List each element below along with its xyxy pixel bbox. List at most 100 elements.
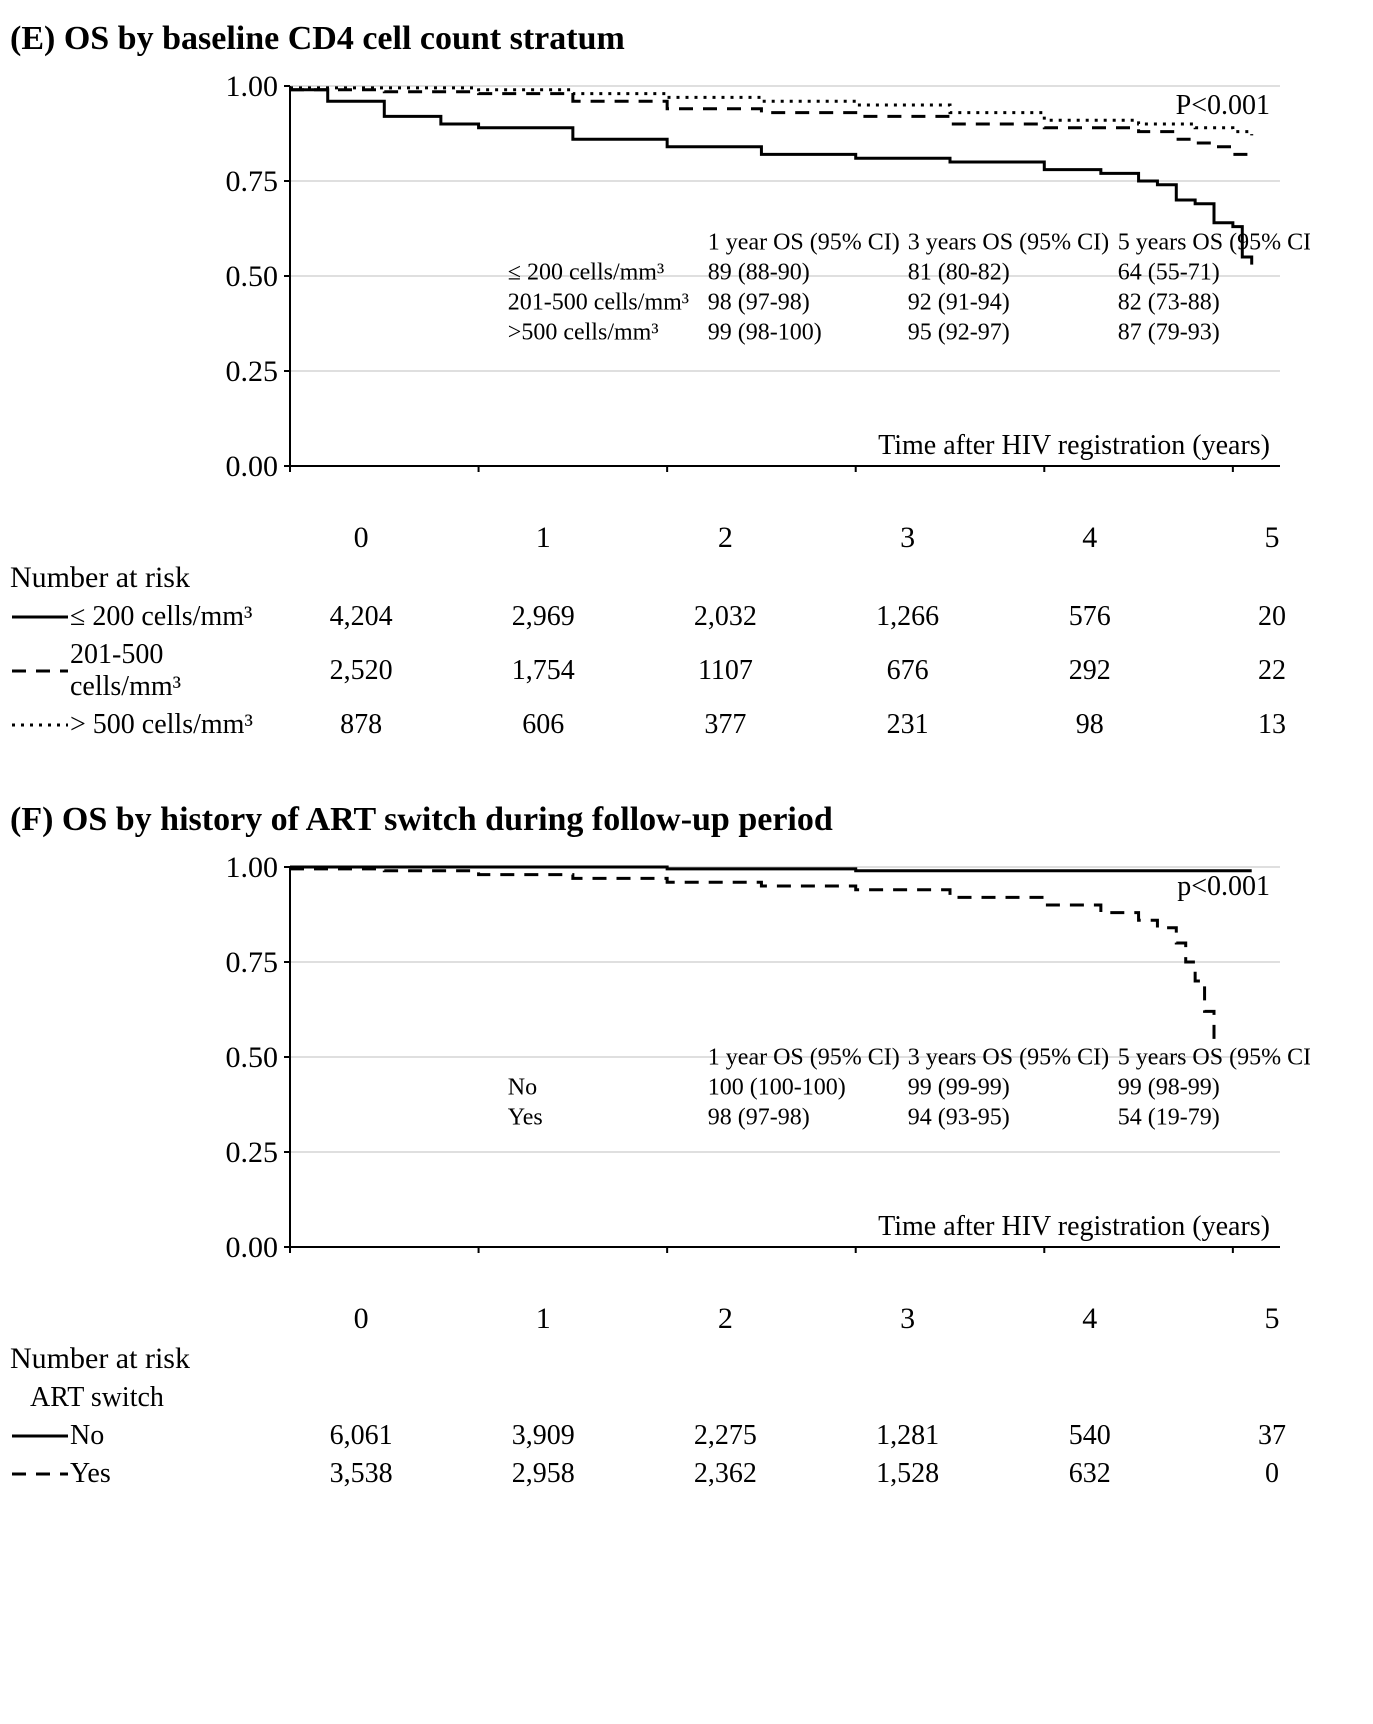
svg-text:5 years OS (95% CI): 5 years OS (95% CI) [1118, 1045, 1310, 1071]
risk-value: 2,958 [452, 1458, 634, 1490]
risk-row-label-text: No [70, 1420, 104, 1452]
svg-text:94 (93-95): 94 (93-95) [908, 1105, 1010, 1131]
svg-text:Yes: Yes [508, 1105, 543, 1131]
risk-row-label-text: ≤ 200 cells/mm³ [70, 601, 252, 633]
risk-row: > 500 cells/mm³ 8786063772319813 [10, 709, 1363, 741]
tick-label: 3 [817, 1302, 999, 1336]
tick-label: 0 [270, 521, 452, 555]
svg-text:Time after HIV registration (y: Time after HIV registration (years) [878, 430, 1270, 461]
risk-value: 1,754 [452, 655, 634, 687]
risk-row-values: 4,2042,9692,0321,26657620 [270, 601, 1363, 633]
line-style-icon [10, 1464, 70, 1484]
panel-e-title: (E) OS by baseline CD4 cell count stratu… [10, 20, 1363, 58]
risk-value: 878 [270, 709, 452, 741]
svg-text:P<0.001: P<0.001 [1176, 90, 1270, 121]
risk-value: 1,528 [817, 1458, 999, 1490]
risk-row: Yes3,5382,9582,3621,5286320 [10, 1458, 1363, 1490]
svg-text:201-500 cells/mm³: 201-500 cells/mm³ [508, 289, 689, 315]
panel-e-letter: (E) [10, 20, 55, 57]
panel-f: (F) OS by history of ART switch during f… [10, 801, 1363, 1490]
risk-value: 13 [1181, 709, 1363, 741]
panel-f-title: (F) OS by history of ART switch during f… [10, 801, 1363, 839]
risk-row-values: 3,5382,9582,3621,5286320 [270, 1458, 1363, 1490]
tick-label: 2 [634, 521, 816, 555]
svg-text:Time after HIV registration (y: Time after HIV registration (years) [878, 1211, 1270, 1242]
panel-f-tick-row: 012345 [270, 1302, 1363, 1336]
svg-text:92 (91-94): 92 (91-94) [908, 289, 1010, 315]
svg-text:99 (98-99): 99 (98-99) [1118, 1075, 1220, 1101]
risk-value: 231 [817, 709, 999, 741]
svg-text:>500 cells/mm³: >500 cells/mm³ [508, 319, 659, 345]
risk-value: 37 [1181, 1420, 1363, 1452]
svg-text:89 (88-90): 89 (88-90) [708, 259, 810, 285]
risk-value: 2,362 [634, 1458, 816, 1490]
risk-value: 3,909 [452, 1420, 634, 1452]
svg-text:99 (99-99): 99 (99-99) [908, 1075, 1010, 1101]
svg-text:3 years OS (95% CI): 3 years OS (95% CI) [908, 229, 1109, 255]
svg-text:p<0.001: p<0.001 [1177, 871, 1270, 902]
panel-f-risk-subheader: ART switch [30, 1382, 1363, 1414]
svg-text:98 (97-98): 98 (97-98) [708, 289, 810, 315]
panel-e-chart: 0.000.250.500.751.00P<0.001Time after HI… [210, 76, 1310, 511]
risk-row-label-text: > 500 cells/mm³ [70, 709, 253, 741]
svg-text:1.00: 1.00 [226, 76, 279, 103]
svg-text:0.75: 0.75 [226, 946, 279, 979]
line-style-icon [10, 661, 70, 681]
svg-text:1 year OS (95% CI): 1 year OS (95% CI) [708, 1045, 900, 1071]
tick-label: 1 [452, 521, 634, 555]
panel-f-risk-header: Number at risk [10, 1342, 1363, 1376]
risk-value: 292 [999, 655, 1181, 687]
svg-text:81 (80-82): 81 (80-82) [908, 259, 1010, 285]
risk-row-values: 8786063772319813 [270, 709, 1363, 741]
panel-f-chart: 0.000.250.500.751.00p<0.001Time after HI… [210, 857, 1310, 1292]
tick-label: 3 [817, 521, 999, 555]
risk-value: 1,266 [817, 601, 999, 633]
svg-text:No: No [508, 1075, 537, 1101]
risk-row-label: 201-500 cells/mm³ [10, 639, 270, 703]
svg-text:1.00: 1.00 [226, 857, 279, 884]
risk-value: 20 [1181, 601, 1363, 633]
panel-e-risk-rows: ≤ 200 cells/mm³ 4,2042,9692,0321,26657620… [10, 601, 1363, 741]
risk-value: 676 [817, 655, 999, 687]
panel-f-risk-rows: No6,0613,9092,2751,28154037 Yes3,5382,95… [10, 1420, 1363, 1490]
svg-text:0.00: 0.00 [226, 450, 279, 483]
panel-f-title-text: OS by history of ART switch during follo… [62, 801, 833, 838]
svg-text:99 (98-100): 99 (98-100) [708, 319, 822, 345]
tick-label: 5 [1181, 521, 1363, 555]
risk-row-label: > 500 cells/mm³ [10, 709, 270, 741]
line-style-icon [10, 1426, 70, 1446]
panel-e: (E) OS by baseline CD4 cell count stratu… [10, 20, 1363, 741]
risk-value: 2,520 [270, 655, 452, 687]
tick-label: 5 [1181, 1302, 1363, 1336]
risk-value: 2,032 [634, 601, 816, 633]
panel-e-tick-row: 012345 [270, 521, 1363, 555]
km-chart-e: 0.000.250.500.751.00P<0.001Time after HI… [210, 76, 1310, 506]
risk-row: ≤ 200 cells/mm³ 4,2042,9692,0321,26657620 [10, 601, 1363, 633]
svg-text:54 (19-79): 54 (19-79) [1118, 1105, 1220, 1131]
risk-value: 4,204 [270, 601, 452, 633]
risk-value: 98 [999, 709, 1181, 741]
panel-f-risk-table: 012345 Number at risk ART switch No6,061… [10, 1302, 1363, 1490]
tick-label: 0 [270, 1302, 452, 1336]
risk-value: 540 [999, 1420, 1181, 1452]
svg-text:0.00: 0.00 [226, 1231, 279, 1264]
risk-row-label: Yes [10, 1458, 270, 1490]
svg-text:98 (97-98): 98 (97-98) [708, 1105, 810, 1131]
risk-value: 22 [1181, 655, 1363, 687]
svg-text:0.25: 0.25 [226, 355, 279, 388]
svg-text:82 (73-88): 82 (73-88) [1118, 289, 1220, 315]
svg-text:100 (100-100): 100 (100-100) [708, 1075, 846, 1101]
line-style-icon [10, 607, 70, 627]
risk-value: 606 [452, 709, 634, 741]
risk-row-values: 2,5201,754110767629222 [270, 655, 1363, 687]
risk-row: 201-500 cells/mm³2,5201,754110767629222 [10, 639, 1363, 703]
tick-label: 4 [999, 521, 1181, 555]
risk-row: No6,0613,9092,2751,28154037 [10, 1420, 1363, 1452]
svg-text:0.50: 0.50 [226, 260, 279, 293]
svg-text:0.25: 0.25 [226, 1136, 279, 1169]
tick-label: 2 [634, 1302, 816, 1336]
risk-value: 632 [999, 1458, 1181, 1490]
risk-value: 576 [999, 601, 1181, 633]
panel-e-title-text: OS by baseline CD4 cell count stratum [64, 20, 625, 57]
risk-value: 3,538 [270, 1458, 452, 1490]
